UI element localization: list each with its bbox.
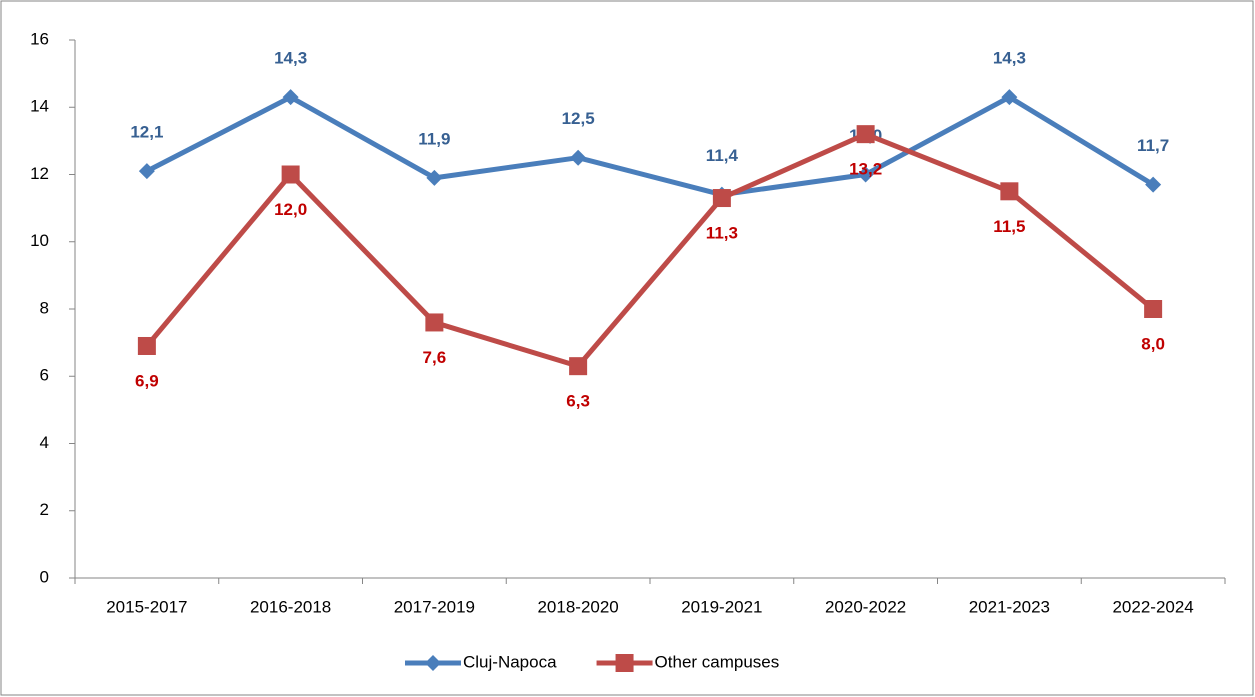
y-tick-label: 8 [40,298,49,317]
point [712,189,731,208]
y-tick-label: 4 [40,433,49,452]
point [569,357,588,376]
x-tick-label: 2016-2018 [250,597,331,616]
x-tick-label: 2018-2020 [537,597,618,616]
y-tick-label: 10 [30,231,49,250]
value-label: 13,2 [849,160,882,179]
legend-label: Cluj-Napoca [463,652,557,671]
series-line [145,94,1155,198]
y-tick-label: 14 [30,97,49,116]
point [282,89,299,106]
point [426,169,443,186]
legend-marker [615,654,634,672]
y-tick-label: 0 [40,567,49,586]
value-label: 8,0 [1141,334,1165,353]
point [570,149,587,166]
value-label: 12,1 [130,123,163,142]
point [1001,89,1018,106]
point [1145,176,1162,193]
point [425,313,444,332]
value-label: 14,3 [274,49,307,68]
point [138,163,155,180]
y-tick-label: 12 [30,164,49,183]
point [137,336,156,355]
value-label: 12,0 [274,200,307,219]
y-tick-label: 2 [40,500,49,519]
x-tick-label: 2022-2024 [1112,597,1193,616]
x-tick-label: 2019-2021 [681,597,762,616]
point [1144,300,1163,318]
value-label: 6,9 [135,371,159,390]
value-label: 12,5 [562,109,595,128]
point [281,165,300,184]
y-tick-label: 6 [40,366,49,385]
point [856,125,875,144]
value-label: 6,3 [566,392,590,411]
value-label: 14,3 [993,49,1026,68]
legend-marker [425,655,441,671]
value-label: 11,5 [993,217,1025,236]
x-tick-label: 2015-2017 [106,597,187,616]
value-label: 11,3 [706,224,738,243]
value-label: 11,9 [418,129,450,148]
series-line [144,131,1155,369]
value-label: 11,4 [706,146,739,165]
value-label: 7,6 [423,348,447,367]
legend-label: Other campuses [655,652,780,671]
value-label: 11,7 [1137,136,1169,155]
y-tick-label: 16 [30,29,49,48]
x-tick-label: 2020-2022 [825,597,906,616]
x-tick-label: 2021-2023 [969,597,1050,616]
x-tick-label: 2017-2019 [394,597,475,616]
point [857,166,874,183]
point [1000,182,1019,201]
